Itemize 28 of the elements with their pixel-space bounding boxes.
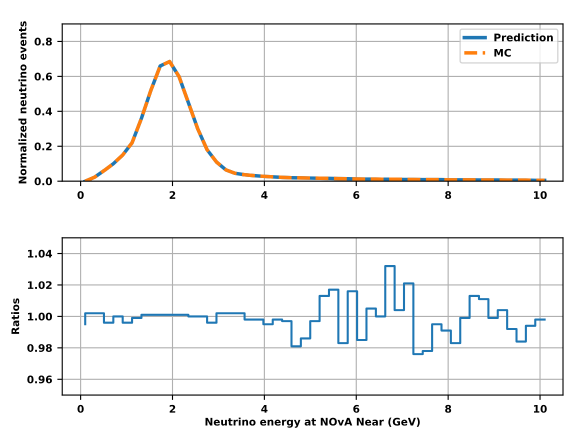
x-tick-label: 2 xyxy=(170,404,176,413)
x-tick-label: 8 xyxy=(445,404,452,413)
y-tick-label: 1.00 xyxy=(28,312,52,321)
x-tick-label: 6 xyxy=(353,404,360,413)
y-tick-label: 0.96 xyxy=(27,376,52,384)
y-axis-title: Normalized neutrino events xyxy=(18,21,26,184)
y-tick-label: 0.98 xyxy=(27,344,52,352)
y-tick-label: 0.6 xyxy=(34,72,52,80)
line-series xyxy=(83,60,546,182)
x-tick-label: 10 xyxy=(534,404,547,413)
x-axis-title: Neutrino energy at NOvA Near (GeV) xyxy=(206,418,420,428)
y-tick-label: 0.4 xyxy=(34,108,52,116)
y-axis-title: Ratios xyxy=(11,298,20,334)
y-tick-label: 1.02 xyxy=(28,281,52,290)
x-tick-label: 0 xyxy=(77,191,84,199)
legend-label: Prediction xyxy=(494,33,553,42)
x-tick-label: 8 xyxy=(445,191,452,199)
y-tick-label: 0.0 xyxy=(34,177,52,186)
y-tick-label: 0.8 xyxy=(34,38,52,46)
y-tick-label: 1.04 xyxy=(28,250,52,258)
x-tick-label: 0 xyxy=(77,404,84,413)
x-tick-label: 6 xyxy=(353,191,360,199)
x-tick-label: 4 xyxy=(261,191,268,199)
x-tick-label: 2 xyxy=(170,191,176,199)
x-tick-label: 4 xyxy=(261,405,268,413)
y-tick-label: 0.2 xyxy=(34,142,52,150)
legend-label: MC xyxy=(494,48,511,57)
x-tick-label: 10 xyxy=(534,191,547,199)
